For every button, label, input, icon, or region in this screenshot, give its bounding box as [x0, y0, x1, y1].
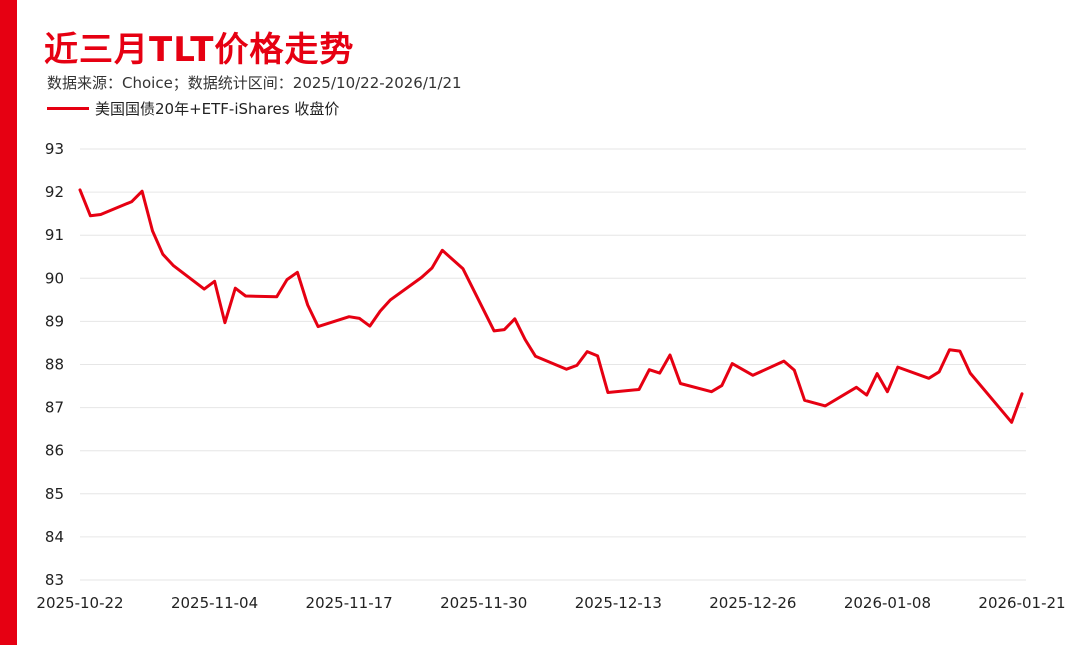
data-point [565, 368, 568, 371]
x-tick-label: 2025-12-26 [709, 594, 796, 612]
data-point [244, 294, 247, 298]
data-point [213, 280, 216, 283]
x-tick-label: 2026-01-21 [978, 594, 1065, 612]
data-point [596, 354, 599, 358]
series-line [78, 188, 1024, 424]
data-point [296, 271, 299, 274]
data-point [824, 404, 827, 408]
data-point [89, 214, 92, 218]
data-point [793, 368, 796, 372]
data-point [648, 368, 651, 371]
y-tick-label: 93 [45, 140, 64, 158]
data-point [503, 328, 506, 331]
data-point [78, 188, 82, 192]
x-tick-label: 2025-11-17 [306, 594, 393, 612]
x-tick-label: 2025-11-04 [171, 594, 258, 612]
data-point [782, 359, 786, 363]
y-tick-label: 90 [45, 269, 64, 287]
data-point [420, 276, 423, 279]
x-tick-label: 2025-10-22 [36, 594, 123, 612]
data-point [855, 386, 858, 389]
data-point [606, 391, 610, 394]
legend-swatch [47, 107, 89, 110]
series-layer [78, 188, 1024, 424]
data-point [658, 371, 661, 375]
data-point [130, 200, 133, 203]
data-point [668, 353, 672, 357]
data-point [368, 324, 372, 328]
data-point [896, 365, 899, 369]
y-tick-label: 91 [45, 226, 64, 244]
data-point [534, 355, 537, 358]
data-point [875, 372, 879, 375]
y-tick-label: 84 [45, 528, 64, 546]
data-point [575, 364, 579, 367]
data-point [1020, 392, 1024, 396]
data-point [679, 382, 682, 385]
x-tick-label: 2026-01-08 [844, 594, 931, 612]
data-point [378, 309, 382, 313]
data-point [513, 317, 516, 321]
data-point [203, 287, 206, 291]
y-tick-label: 87 [45, 399, 64, 417]
data-point [441, 249, 444, 252]
data-point [151, 229, 154, 233]
data-point [710, 390, 713, 393]
data-point [389, 298, 392, 302]
data-point [430, 266, 434, 270]
y-tick-label: 88 [45, 356, 64, 374]
data-point [730, 362, 734, 365]
data-point [751, 374, 755, 377]
legend-label: 美国国债20年+ETF-iShares 收盘价 [95, 100, 340, 118]
x-tick-label: 2025-12-13 [575, 594, 662, 612]
data-point [958, 349, 962, 353]
y-tick-label: 85 [45, 485, 64, 503]
data-point [140, 190, 144, 193]
data-point [161, 252, 165, 256]
x-tick-label: 2025-11-30 [440, 594, 527, 612]
data-point [234, 287, 237, 290]
data-point [306, 303, 309, 307]
data-point [492, 329, 496, 333]
data-point [586, 350, 589, 353]
data-point [886, 390, 889, 393]
data-point [927, 377, 931, 380]
chart-subtitle: 数据来源：Choice；数据统计区间：2025/10/22-2026/1/21 [47, 74, 462, 92]
accent-bar [0, 0, 17, 645]
chart-title: 近三月TLT价格走势 [44, 30, 355, 70]
legend: 美国国债20年+ETF-iShares 收盘价 [47, 98, 339, 119]
x-axis-ticks: 2025-10-22 2025-11-04 2025-11-17 2025-11-30… [36, 594, 1065, 612]
data-point [865, 393, 868, 397]
data-point [461, 267, 465, 271]
data-point [948, 348, 951, 352]
data-point [637, 388, 641, 391]
data-point [347, 315, 351, 318]
data-point [223, 321, 227, 324]
y-tick-label: 86 [45, 442, 64, 460]
data-point [99, 213, 102, 216]
data-point [523, 338, 527, 341]
data-point [275, 295, 278, 299]
y-tick-label: 83 [45, 571, 64, 589]
data-point [803, 399, 806, 402]
data-point [937, 370, 941, 374]
data-point [316, 325, 320, 328]
y-tick-label: 92 [45, 183, 64, 201]
data-point [171, 264, 175, 267]
y-tick-label: 89 [45, 312, 64, 330]
data-point [285, 278, 289, 281]
data-point [969, 371, 972, 375]
data-point [1010, 421, 1013, 424]
data-point [720, 384, 724, 387]
y-axis-ticks: 83 84 85 86 87 88 89 90 91 92 93 [45, 140, 64, 589]
data-point [358, 317, 361, 320]
